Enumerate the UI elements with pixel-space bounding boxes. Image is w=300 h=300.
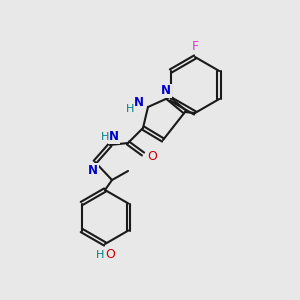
Text: N: N: [88, 164, 98, 176]
Text: H: H: [96, 250, 104, 260]
Text: N: N: [109, 130, 119, 143]
Text: O: O: [105, 248, 115, 262]
Text: F: F: [191, 40, 199, 52]
Text: O: O: [147, 149, 157, 163]
Text: H: H: [101, 132, 109, 142]
Text: H: H: [126, 104, 134, 114]
Text: N: N: [161, 85, 171, 98]
Text: N: N: [134, 95, 144, 109]
